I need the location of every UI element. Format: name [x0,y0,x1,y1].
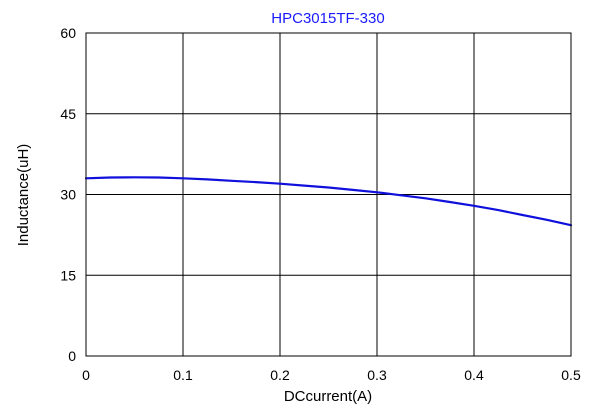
y-tick-label: 0 [68,348,76,364]
x-tick-label: 0.2 [270,367,290,383]
plot-frame [85,32,572,357]
series-group [84,176,573,227]
x-tick-labels: 0 0.1 0.2 0.3 0.4 0.5 [82,367,581,383]
y-tick-label: 30 [60,187,76,203]
y-tick-label: 15 [60,267,76,283]
y-axis-label: Inductance(uH) [15,144,32,247]
y-tick-label: 60 [60,25,76,41]
x-tick-label: 0.5 [561,367,581,383]
y-tick-labels: 0 15 30 45 60 [60,25,76,364]
x-tick-label: 0.1 [173,367,193,383]
series-line [84,176,573,227]
grid [85,32,572,357]
x-axis-label: DCcurrent(A) [284,388,372,405]
y-tick-label: 45 [60,106,76,122]
chart-title: HPC3015TF-330 [271,10,384,27]
x-tick-label: 0.4 [464,367,484,383]
x-tick-label: 0.3 [367,367,387,383]
x-tick-label: 0 [82,367,90,383]
